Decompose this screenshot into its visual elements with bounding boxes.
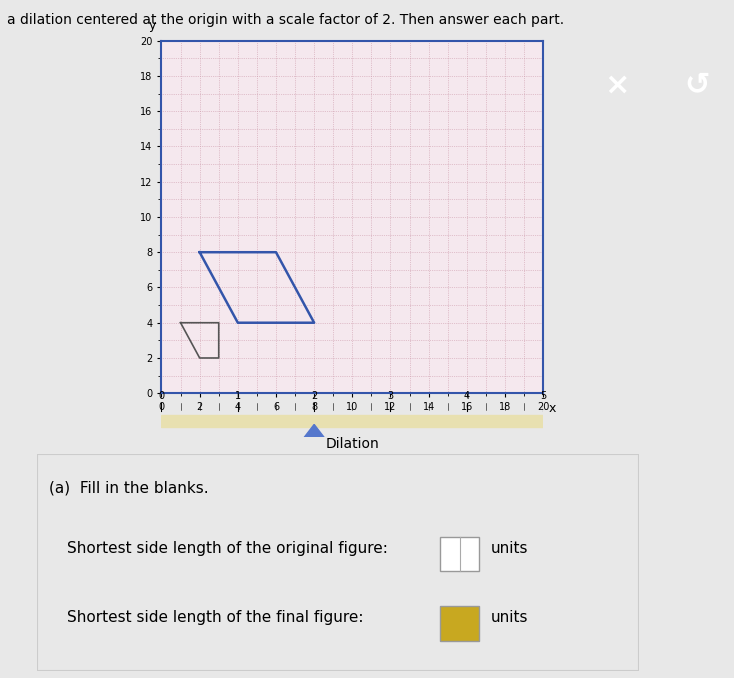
Text: 0: 0 xyxy=(159,391,164,401)
Text: ↺: ↺ xyxy=(685,71,710,99)
Text: 2: 2 xyxy=(311,391,317,401)
Bar xyxy=(161,415,543,427)
Text: 5: 5 xyxy=(540,391,546,401)
Text: units: units xyxy=(491,610,528,626)
Bar xyxy=(440,606,479,641)
Text: ×: × xyxy=(604,71,629,99)
Text: 1: 1 xyxy=(235,391,241,401)
Text: Shortest side length of the final figure:: Shortest side length of the final figure… xyxy=(67,610,363,626)
Bar xyxy=(440,537,479,572)
Text: x: x xyxy=(549,402,556,415)
Polygon shape xyxy=(304,424,324,437)
Text: y: y xyxy=(148,19,156,32)
Text: (a)  Fill in the blanks.: (a) Fill in the blanks. xyxy=(48,480,208,496)
Text: 3: 3 xyxy=(388,391,393,401)
Text: Dilation: Dilation xyxy=(325,437,379,452)
Text: units: units xyxy=(491,541,528,556)
Text: 4: 4 xyxy=(464,391,470,401)
Text: Shortest side length of the original figure:: Shortest side length of the original fig… xyxy=(67,541,388,556)
Text: a dilation centered at the origin with a scale factor of 2. Then answer each par: a dilation centered at the origin with a… xyxy=(7,14,564,27)
